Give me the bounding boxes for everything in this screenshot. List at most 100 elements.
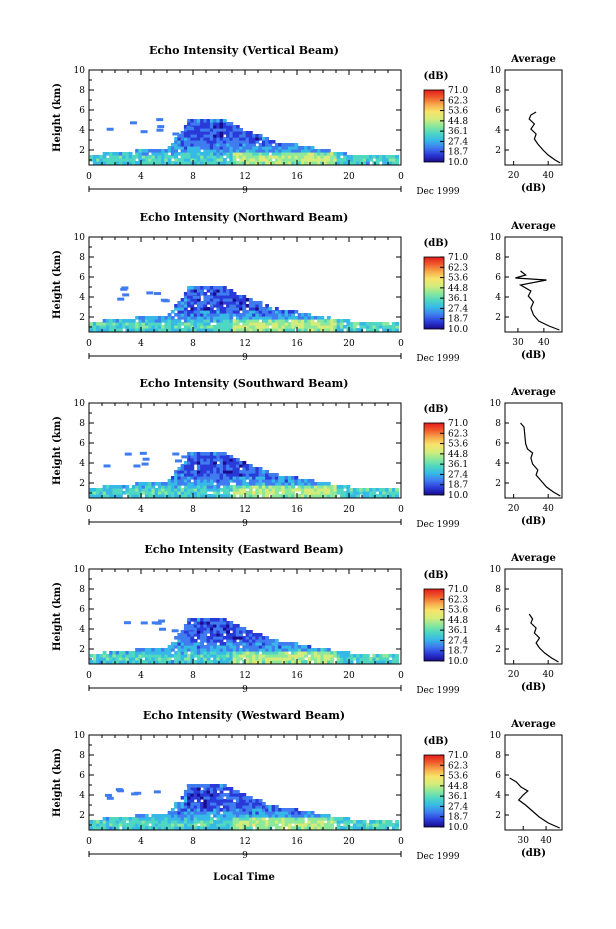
heatmap-cell <box>294 817 299 821</box>
heatmap-cell <box>239 808 243 812</box>
heatmap-cell <box>193 787 198 791</box>
heatmap-cell <box>385 823 390 827</box>
heatmap-cell <box>180 796 185 800</box>
heatmap-cell <box>248 322 253 326</box>
heatmap-cell <box>203 802 208 806</box>
heatmap-cell <box>229 289 234 293</box>
heatmap-cell <box>196 292 201 296</box>
heatmap-cell <box>304 491 308 495</box>
heatmap-cell <box>209 787 214 791</box>
heatmap-cell <box>297 485 302 489</box>
heatmap-cell <box>222 476 227 480</box>
heatmap-cell <box>320 651 325 655</box>
heatmap-cell <box>261 322 266 326</box>
heatmap-cell <box>265 473 269 477</box>
heatmap-cell <box>216 455 221 459</box>
heatmap-cell <box>170 654 175 658</box>
heatmap-cell <box>96 155 100 159</box>
heatmap-cell <box>157 494 162 498</box>
heatmap-cell <box>183 642 188 646</box>
heatmap-cell <box>313 660 318 664</box>
heatmap-cell <box>167 316 172 320</box>
heatmap-cell <box>248 473 253 477</box>
heatmap-cell <box>252 639 256 643</box>
heatmap-cell <box>164 657 169 661</box>
heatmap-cell <box>216 316 221 320</box>
heatmap-cell <box>333 158 338 162</box>
heatmap-cell <box>336 158 341 162</box>
heatmap-cell <box>274 826 279 830</box>
heatmap-cell <box>300 657 305 661</box>
heatmap-cell <box>209 802 214 806</box>
heatmap-cell <box>190 295 195 299</box>
heatmap-cell <box>206 621 211 625</box>
heatmap-cell <box>200 621 204 625</box>
heatmap-cell <box>92 488 97 492</box>
heatmap-cell <box>346 494 351 498</box>
heatmap-cell <box>193 823 198 827</box>
heatmap-cell <box>235 146 240 150</box>
heatmap-cell <box>330 485 334 489</box>
heatmap-cell <box>203 796 208 800</box>
heatmap-cell <box>252 155 256 159</box>
heatmap-cell <box>261 802 266 806</box>
profile-y-tick-label: 6 <box>495 273 501 283</box>
y-tick-label: 6 <box>79 771 85 781</box>
heatmap-cell <box>222 618 227 622</box>
heatmap-cell <box>287 146 292 150</box>
heatmap-cell <box>216 820 221 824</box>
heatmap-cell <box>209 125 214 129</box>
heatmap-cell <box>291 651 295 655</box>
heatmap-cell <box>203 808 208 812</box>
heatmap-cell <box>232 805 237 809</box>
heatmap-cell <box>148 660 152 664</box>
heatmap-cell <box>336 152 341 156</box>
heatmap-cell <box>287 316 292 320</box>
heatmap-cell <box>190 639 195 643</box>
heatmap-cell <box>222 826 227 830</box>
heatmap-cell <box>177 158 182 162</box>
heatmap-cell <box>206 286 211 290</box>
heatmap-cell <box>154 319 159 323</box>
heatmap-cell <box>196 645 201 649</box>
heatmap-cell <box>219 624 224 628</box>
heatmap-cell <box>157 319 162 323</box>
heatmap-cell <box>378 657 383 661</box>
heatmap-cell <box>174 805 178 809</box>
heatmap-cell <box>180 313 185 317</box>
heatmap-cell <box>239 149 243 153</box>
heatmap-cell <box>258 476 263 480</box>
profile-line <box>528 111 561 164</box>
heatmap-cell <box>203 799 208 803</box>
heatmap-cell <box>180 491 185 495</box>
heatmap-cell <box>258 316 263 320</box>
heatmap-cell <box>109 328 113 332</box>
panel-title: Echo Intensity (Vertical Beam) <box>149 44 339 57</box>
heatmap-cell <box>304 325 308 329</box>
x-tick-label: 0 <box>398 837 404 847</box>
heatmap-cell <box>226 455 230 459</box>
heatmap-cell <box>128 494 133 498</box>
heatmap-cell <box>164 322 169 326</box>
profile-x-tick-label: 40 <box>540 836 552 846</box>
heatmap-cell <box>213 316 217 320</box>
heatmap-cell <box>229 310 234 314</box>
heatmap-cell <box>261 485 266 489</box>
heatmap-cell <box>102 651 107 655</box>
heatmap-cell <box>287 485 292 489</box>
heatmap-cell <box>242 630 247 634</box>
colorbar-tick-label: 62.3 <box>448 761 468 771</box>
heatmap-cell <box>190 455 195 459</box>
heatmap-cell <box>209 793 214 797</box>
heatmap-cell <box>174 470 178 474</box>
heatmap-cell <box>245 298 250 302</box>
heatmap-cell <box>268 817 273 821</box>
heatmap-cell <box>235 811 240 815</box>
heatmap-cell <box>125 325 130 329</box>
heatmap-cell <box>245 310 250 314</box>
heatmap-cell <box>242 651 247 655</box>
heatmap-cell <box>226 636 230 640</box>
y-tick-label: 8 <box>79 585 85 595</box>
heatmap-cell <box>203 152 208 156</box>
heatmap-cell <box>258 633 263 637</box>
